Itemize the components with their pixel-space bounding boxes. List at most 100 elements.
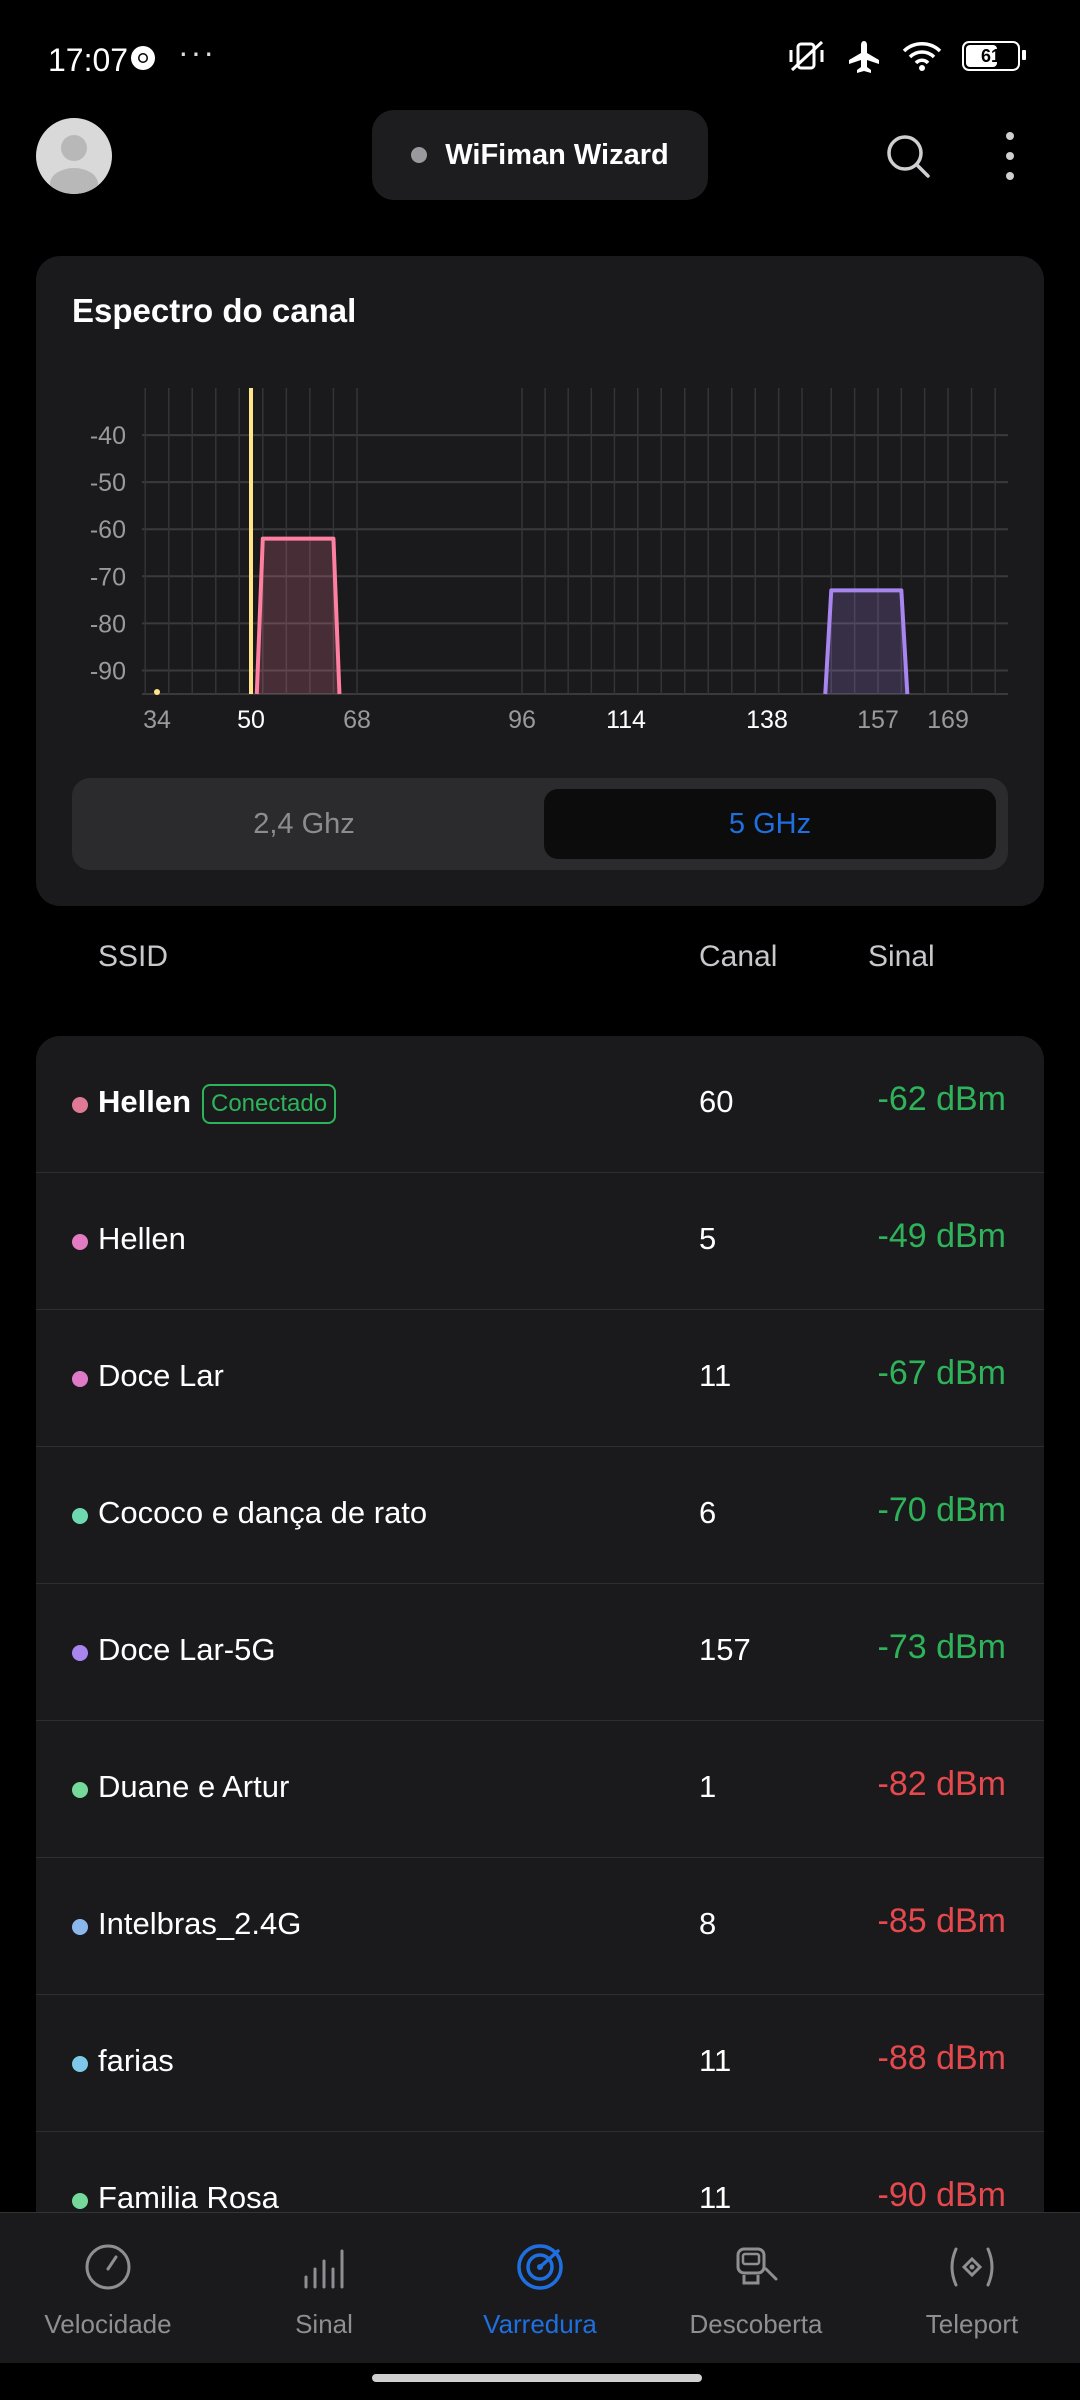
- x-tick-label: 50: [237, 706, 265, 734]
- x-tick-label: 169: [927, 706, 969, 734]
- network-ssid: Duane e Artur: [98, 1769, 290, 1804]
- spectrum-title: Espectro do canal: [72, 292, 357, 329]
- x-tick-label: 34: [143, 706, 171, 734]
- x-tick-label: 96: [508, 706, 536, 734]
- nav-descoberta[interactable]: Descoberta: [648, 2213, 864, 2363]
- signal-bars-icon: [304, 2249, 344, 2289]
- network-row[interactable]: Hellen 5 -49 dBm: [36, 1173, 1044, 1310]
- network-color-dot: [72, 1234, 88, 1250]
- column-channel[interactable]: Canal: [699, 940, 778, 973]
- network-row[interactable]: Familia Rosa 11 -90 dBm: [36, 2132, 1044, 2236]
- network-ssid: farias: [98, 2043, 174, 2078]
- network-row[interactable]: farias 11 -88 dBm: [36, 1995, 1044, 2132]
- wifi-icon: [902, 42, 942, 71]
- network-ssid: Doce Lar: [98, 1358, 224, 1393]
- series-area: [256, 538, 340, 694]
- nav-label: Descoberta: [689, 2309, 823, 2339]
- spectrum-chart: -40 -50 -60 -70 -80 -90 34 50 68 96 114 138 157 169: [90, 388, 1008, 734]
- nav-label: Varredura: [483, 2309, 597, 2339]
- avatar[interactable]: [36, 118, 112, 194]
- speedometer-icon: [85, 2244, 131, 2290]
- battery-fill: [966, 45, 997, 67]
- network-channel: 11: [699, 1358, 732, 1393]
- wizard-button[interactable]: WiFiman Wizard: [372, 110, 708, 200]
- network-signal: -62 dBm: [877, 1080, 1007, 1118]
- network-signal: -88 dBm: [877, 2039, 1007, 2077]
- more-vertical-icon[interactable]: [1000, 130, 1020, 182]
- teleport-icon: [950, 2247, 994, 2287]
- network-ssid: Doce Lar-5G: [98, 1632, 276, 1667]
- band-5ghz-option[interactable]: 5 GHz: [544, 789, 996, 859]
- nav-sinal[interactable]: Sinal: [216, 2213, 432, 2363]
- home-indicator[interactable]: [372, 2374, 702, 2382]
- battery-icon: 61: [962, 41, 1026, 71]
- network-color-dot: [72, 1782, 88, 1798]
- wizard-status-dot: [411, 147, 428, 163]
- nav-label: Velocidade: [44, 2309, 172, 2339]
- network-signal: -82 dBm: [877, 1765, 1007, 1803]
- series-line: [254, 536, 342, 695]
- channel-spectrum-card: Espectro do canal -40 -50 -60 -70 -80 -90 34 50…: [36, 256, 1044, 906]
- series-area: [825, 590, 908, 694]
- radar-icon: [517, 2244, 563, 2290]
- network-channel: 6: [699, 1495, 717, 1530]
- network-signal: -90 dBm: [877, 2176, 1007, 2214]
- discovery-icon: [736, 2247, 778, 2285]
- x-tick-label: 138: [746, 706, 788, 734]
- marker-dot: [154, 689, 160, 695]
- battery-level: 61: [980, 45, 1002, 66]
- network-channel: 11: [699, 2043, 732, 2078]
- network-channel: 157: [699, 1632, 751, 1667]
- notification-dots: ···: [178, 34, 216, 70]
- network-signal: -85 dBm: [877, 1902, 1007, 1940]
- nav-velocidade[interactable]: Velocidade: [0, 2213, 216, 2363]
- column-signal[interactable]: Sinal: [868, 940, 935, 973]
- connected-badge: Conectado: [202, 1084, 337, 1124]
- search-icon[interactable]: [884, 132, 932, 180]
- network-list: Hellen Conectado 60 -62 dBm Hellen 5 -49 dBm Do…: [36, 1036, 1044, 2236]
- network-color-dot: [72, 2193, 88, 2209]
- y-tick-label: -50: [90, 469, 126, 497]
- user-icon: [50, 135, 98, 194]
- network-row[interactable]: Doce Lar-5G 157 -73 dBm: [36, 1584, 1044, 1721]
- network-signal: -67 dBm: [877, 1354, 1007, 1392]
- network-channel: 1: [699, 1769, 717, 1804]
- network-row[interactable]: Cococo e dança de rato 6 -70 dBm: [36, 1447, 1044, 1584]
- nav-varredura[interactable]: Varredura: [432, 2213, 648, 2363]
- y-tick-label: -40: [90, 422, 126, 450]
- band-24ghz-option[interactable]: 2,4 Ghz: [253, 807, 355, 840]
- network-signal: -70 dBm: [877, 1491, 1007, 1529]
- network-color-dot: [72, 1645, 88, 1661]
- network-color-dot: [72, 1371, 88, 1387]
- network-ssid: Hellen: [98, 1084, 192, 1119]
- network-ssid: Cococo e dança de rato: [98, 1495, 428, 1530]
- network-channel: 60: [699, 1084, 734, 1119]
- network-ssid: Hellen: [98, 1221, 186, 1256]
- y-tick-label: -80: [90, 610, 126, 638]
- network-row[interactable]: Hellen Conectado 60 -62 dBm: [36, 1036, 1044, 1173]
- status-icons: 61: [788, 38, 1026, 74]
- network-color-dot: [72, 1508, 88, 1524]
- network-ssid: Familia Rosa: [98, 2180, 279, 2215]
- nav-teleport[interactable]: Teleport: [864, 2213, 1080, 2363]
- column-ssid[interactable]: SSID: [98, 940, 169, 973]
- x-tick-label: 68: [343, 706, 371, 734]
- y-tick-label: -70: [90, 563, 126, 591]
- vibrate-off-icon: [789, 40, 824, 72]
- top-bar: WiFiman Wizard: [0, 110, 1080, 210]
- chrome-icon: [131, 46, 155, 70]
- network-channel: 5: [699, 1221, 717, 1256]
- network-row[interactable]: Doce Lar 11 -67 dBm: [36, 1310, 1044, 1447]
- network-color-dot: [72, 1097, 88, 1113]
- x-tick-label: 114: [606, 706, 646, 734]
- network-channel: 11: [699, 2180, 732, 2215]
- network-row[interactable]: Duane e Artur 1 -82 dBm: [36, 1721, 1044, 1858]
- y-tick-label: -60: [90, 516, 126, 544]
- wizard-label: WiFiman Wizard: [445, 138, 669, 171]
- nav-label: Sinal: [295, 2309, 353, 2339]
- series-line: [823, 588, 910, 695]
- network-row[interactable]: Intelbras_2.4G 8 -85 dBm: [36, 1858, 1044, 1995]
- airplane-icon: [849, 41, 879, 73]
- network-signal: -49 dBm: [877, 1217, 1007, 1255]
- y-tick-label: -90: [90, 657, 126, 685]
